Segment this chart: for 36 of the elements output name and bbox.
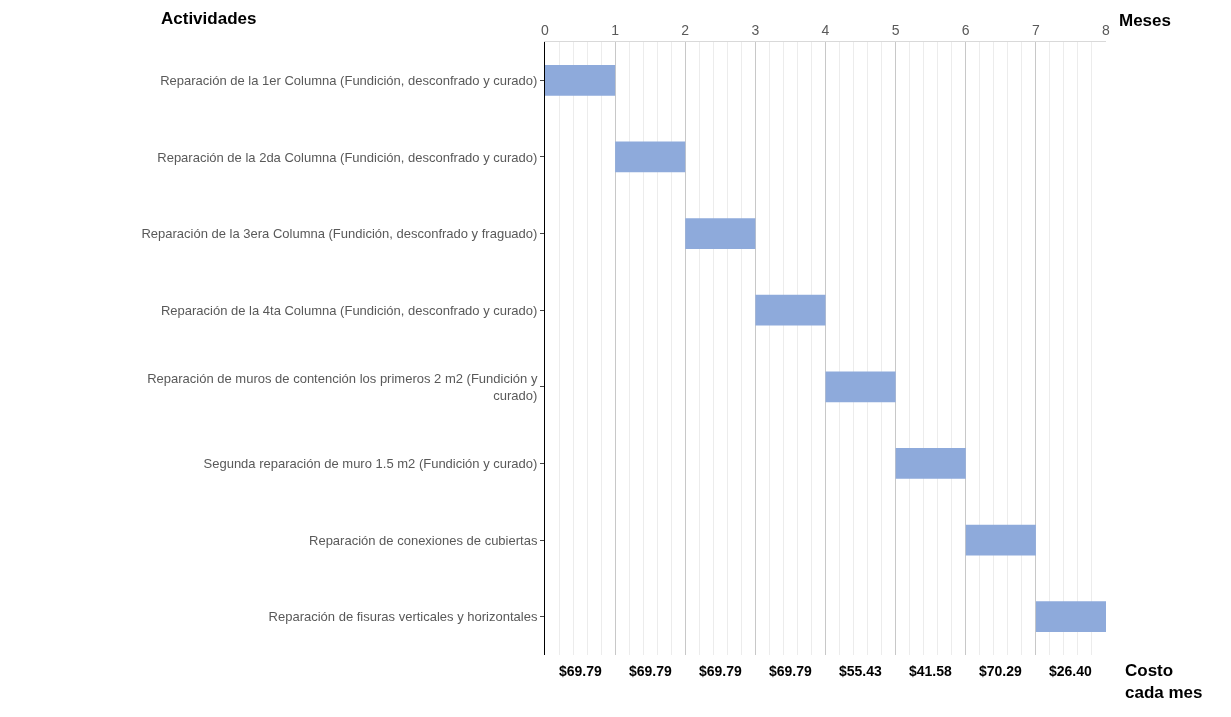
y-tick-label: Reparación de conexiones de cubiertas: [309, 532, 538, 548]
bar: [545, 64, 616, 96]
bar: [895, 448, 966, 479]
text: $69.79: [629, 663, 673, 679]
x-tick-label: 6: [961, 22, 970, 39]
x-tick-label: 4: [821, 22, 830, 39]
x-axis-title: Meses: [1119, 11, 1171, 30]
bar: [685, 218, 756, 249]
bar: [965, 524, 1036, 556]
y-tick-label: Segunda reparación de muro 1.5 m2 (Fundición y curado): [203, 455, 538, 471]
text: $70.29: [979, 663, 1023, 679]
x-tick-label: 5: [891, 22, 900, 39]
bar: [615, 141, 686, 173]
text: $69.79: [559, 663, 603, 679]
text: $69.79: [699, 663, 743, 679]
y-tick-label: Reparación de la 3era Columna (Fundición, desconfrado y fraguado): [141, 226, 538, 242]
x-tick-label: 3: [751, 22, 760, 39]
bar: [1035, 601, 1106, 633]
text: $55.43: [839, 663, 883, 679]
y-tick-label: Reparación de fisuras verticales y horizontales: [268, 609, 538, 625]
text: $41.58: [909, 663, 953, 679]
x2-axis-title: Costo cada mes: [1125, 661, 1203, 703]
bar: [825, 371, 896, 403]
x-tick-label: 2: [681, 22, 690, 39]
y-tick-label: Reparación de la 4ta Columna (Fundición, desconfrado y curado): [160, 302, 538, 318]
y-tick-label: Reparación de la 1er Columna (Fundición, desconfrado y curado): [160, 72, 538, 88]
y-tick-label: Reparación de la 2da Columna (Fundición, desconfrado y curado): [157, 149, 538, 165]
y-axis-title: Actividades: [161, 9, 257, 28]
y-tick-label: Reparación de muros de contención los primeros 2 m2 (Fundición y curado): [147, 370, 538, 403]
x-tick-label: 0: [541, 22, 550, 39]
bar: [755, 294, 826, 326]
x-tick-label: 7: [1031, 22, 1040, 39]
text: $26.40: [1049, 663, 1093, 679]
x-tick-label: 1: [611, 22, 620, 39]
x-tick-label: 8: [1102, 22, 1111, 39]
text: $69.79: [769, 663, 813, 679]
